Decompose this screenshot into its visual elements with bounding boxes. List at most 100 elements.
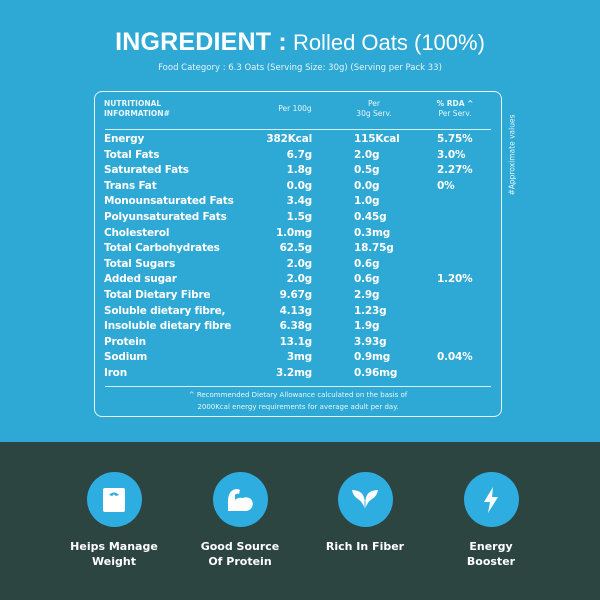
header-text: Per 100g [278,104,312,113]
feature-label-line: Booster [466,555,516,568]
header-text: Per Serv. [438,109,472,118]
per-100g-value: 2.0g [286,273,313,286]
rda-value: 0.04% [437,351,473,364]
per-serving-value: 0.5g [354,164,380,177]
table-row: Soluble dietary fibre, 4.13g 1.23g [95,304,501,320]
header-text: Per [368,99,380,108]
per-serving-value: 0.9mg [354,351,391,364]
feature-fiber: Rich In Fiber [305,472,425,554]
header-rda: % RDA ^ Per Serv. [425,99,485,119]
per-100g-value: 1.5g [286,211,313,223]
ingredient-label: INGREDIENT : [115,28,287,56]
nutrition-panel [0,0,600,442]
table-row: Saturated Fats 1.8g 0.5g 2.27% [95,163,501,179]
nutrient-name: Saturated Fats [104,164,189,177]
per-100g-value: 13.1g [279,335,313,348]
feature-label: Energy Booster [431,539,551,569]
per-100g-value: 4.13g [279,304,313,317]
weighing-scale-icon [86,472,142,527]
header-nutritional-info: NUTRITIONAL INFORMATION# [104,99,170,119]
per-serving-value: 2.9g [354,289,380,301]
feature-label-line: Good Source [200,540,280,553]
feature-label-line: Rich In Fiber [325,540,405,553]
table-row: Protein 13.1g 3.93g [95,335,501,351]
per-serving-value: 0.96mg [354,367,398,379]
rda-value: 1.20% [437,273,473,286]
approximate-values-note: #Approximate values [505,100,519,210]
nutrient-name: Total Carbohydrates [104,242,220,255]
per-serving-value: 18.75g [354,242,394,255]
per-100g-value: 62.5g [279,242,313,255]
table-row: Iron 3.2mg 0.96mg [95,366,501,382]
table-row: Insoluble dietary fibre 6.38g 1.9g [95,319,501,335]
per-100g-value: 3mg [286,351,312,364]
footnote-line: ^ Recommended Dietary Allowance calculat… [188,391,408,399]
table-row: Added sugar 2.0g 0.6g 1.20% [95,272,501,288]
nutrient-name: Total Sugars [104,257,176,270]
per-serving-value: 0.3mg [354,226,391,239]
ingredient-value: Rolled Oats (100%) [292,30,485,55]
header-text: % RDA ^ [436,99,474,108]
feature-manage-weight: Heips Manage Weight [54,472,174,569]
nutrient-name: Soluble dietary fibre, [104,304,226,317]
feature-protein: Good Source Of Protein [180,472,300,569]
rda-value: 3.0% [437,148,466,161]
header-text: INFORMATION# [104,109,170,118]
feature-label: Rich In Fiber [305,539,425,554]
feature-label-line: Energy [469,540,513,553]
table-row: Monounsaturated Fats 3.4g 1.0g [95,194,501,210]
feature-label-line: Of Protein [208,555,272,568]
feature-label: Good Source Of Protein [180,539,300,569]
nutrient-name: Total Dietary Fibre [104,289,211,301]
per-serving-value: 0.6g [354,257,380,270]
leaf-icon [337,472,393,527]
per-100g-value: 3.4g [286,195,313,208]
nutrient-name: Polyunsaturated Fats [104,211,227,223]
per-100g-value: 6.38g [279,320,313,333]
per-serving-value: 115Kcal [354,133,400,145]
per-serving-value: 1.23g [354,304,387,317]
per-serving-value: 0.45g [354,211,387,223]
lightning-bolt-icon [463,472,519,527]
ingredient-title: INGREDIENT : Rolled Oats (100%) [0,28,600,57]
food-category-subtitle: Food Category : 6.3 Oats (Serving Size: … [158,63,442,73]
footnote-divider [105,386,491,387]
header-per-serving: Per 30g Serv. [339,99,409,119]
header-text: NUTRITIONAL [104,99,162,108]
per-100g-value: 2.0g [286,257,313,270]
table-row: Total Fats 6.7g 2.0g 3.0% [95,148,501,164]
table-row: Energy 382Kcal 115Kcal 5.75% [95,132,501,148]
nutrient-name: Sodium [104,351,148,364]
feature-label-line: Weight [92,555,136,568]
table-row: Trans Fat 0.0g 0.0g 0% [95,179,501,195]
rda-footnote: ^ Recommended Dietary Allowance calculat… [95,389,501,413]
side-note-text: #Approximate values [507,114,517,196]
rda-value: 2.27% [437,164,473,177]
nutrient-name: Protein [104,335,146,348]
flexed-bicep-icon [212,472,268,527]
header-text: 30g Serv. [356,109,392,118]
feature-label-line: Heips Manage [70,540,158,553]
per-serving-value: 1.9g [354,320,380,333]
per-serving-value: 0.0g [354,179,380,192]
nutrient-name: Monounsaturated Fats [104,195,234,208]
nutrient-name: Cholesterol [104,226,170,239]
rda-value: 5.75% [437,133,473,145]
per-100g-value: 9.67g [279,289,313,301]
table-row: Total Dietary Fibre 9.67g 2.9g [95,288,501,304]
per-serving-value: 3.93g [354,335,387,348]
nutrient-name: Added sugar [104,273,177,286]
header-per-100g: Per 100g [265,104,325,114]
table-row: Total Sugars 2.0g 0.6g [95,257,501,273]
table-row: Total Carbohydrates 62.5g 18.75g [95,241,501,257]
per-100g-value: 0.0g [286,179,313,192]
table-row: Cholesterol 1.0mg 0.3mg [95,226,501,242]
footnote-line: 2000Kcal energy requirements for average… [197,403,399,411]
nutrient-name: Insoluble dietary fibre [104,320,232,333]
table-row: Polyunsaturated Fats 1.5g 0.45g [95,210,501,226]
per-serving-value: 1.0g [354,195,380,208]
per-serving-value: 0.6g [354,273,380,286]
nutrition-table: NUTRITIONAL INFORMATION# Per 100g Per 30… [94,91,502,417]
feature-label: Heips Manage Weight [54,539,174,569]
rda-value: 0% [437,179,455,192]
